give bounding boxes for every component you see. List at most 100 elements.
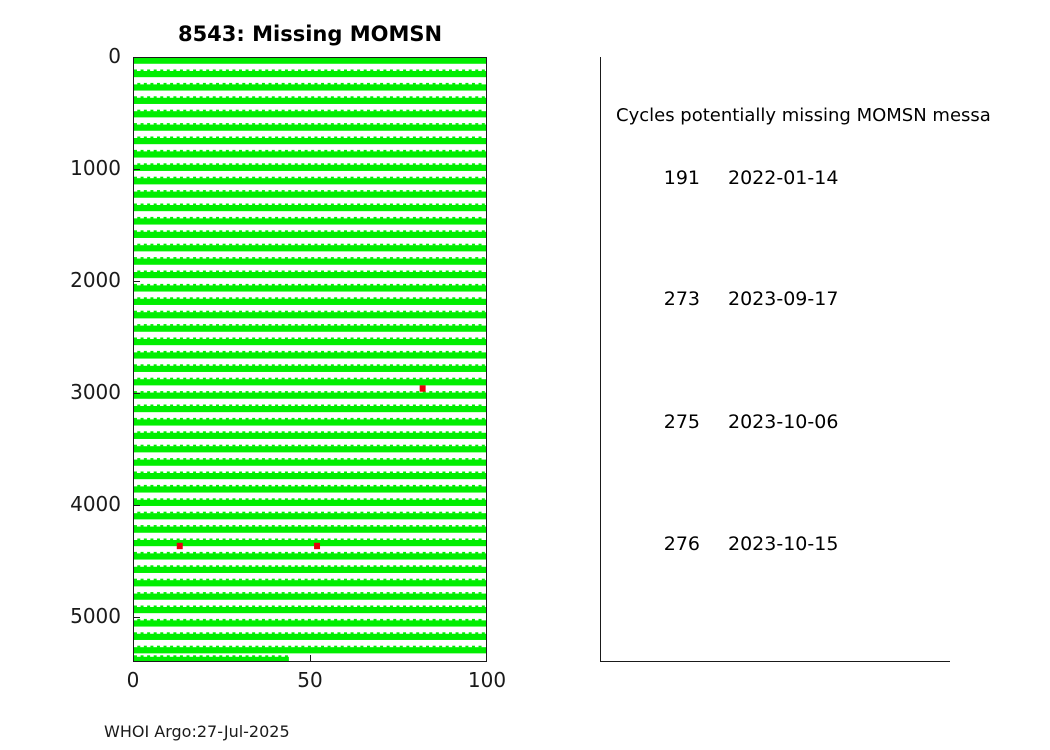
momsn-row-marker [419,136,423,139]
momsn-row-marker [271,283,275,286]
momsn-row-marker [153,525,157,527]
momsn-row-marker [324,444,328,447]
momsn-row-marker [475,417,479,420]
momsn-row-marker [137,270,141,273]
momsn-row-marker [209,350,213,353]
momsn-row-marker [261,82,265,85]
momsn-row-marker [403,498,407,500]
momsn-row-marker [176,243,180,246]
momsn-row-marker [196,297,200,299]
momsn-row-marker [248,458,252,460]
momsn-row-marker [255,270,259,273]
momsn-row-marker [360,163,364,165]
momsn-row-marker [314,565,318,567]
momsn-row-marker [291,444,295,447]
momsn-row-marker [373,243,377,246]
momsn-row-marker [147,391,151,393]
momsn-row-marker [170,458,174,460]
momsn-row-marker [156,297,160,299]
momsn-row-marker [206,337,210,340]
momsn-row-marker [363,417,367,420]
momsn-row-marker [314,592,318,594]
momsn-row-marker [363,578,367,581]
momsn-row-marker [455,578,459,581]
momsn-row-marker [239,578,242,581]
momsn-row-marker [376,176,380,179]
momsn-row-marker [386,270,390,273]
momsn-row-marker [183,592,187,594]
momsn-row-marker [298,391,302,393]
momsn-row-marker [347,297,351,299]
momsn-row-marker [350,176,354,179]
momsn-row-marker [134,176,137,179]
momsn-row-marker [242,645,246,648]
momsn-row-marker [235,350,239,353]
momsn-row-marker [176,350,180,353]
momsn-row-marker [403,364,407,366]
momsn-row-marker [186,391,190,393]
momsn-row-marker [317,471,321,474]
momsn-row-marker [449,283,452,286]
momsn-row-marker [419,565,423,567]
momsn-row-marker [206,655,210,657]
momsn-row-marker [153,230,157,232]
y-axis-tick [133,169,140,170]
momsn-row-marker [255,565,259,567]
momsn-row-marker [294,565,298,567]
momsn-row-marker [222,216,226,219]
momsn-row-bar [134,178,486,185]
momsn-row-marker [403,391,407,393]
momsn-row-marker [317,123,321,125]
momsn-row-bar [134,164,486,171]
momsn-row-marker [471,297,475,299]
momsn-row-marker [481,123,485,125]
momsn-row-marker [163,645,167,648]
momsn-row-marker [275,645,279,648]
momsn-row-bar [134,258,486,265]
momsn-row-marker [219,123,223,125]
momsn-row-marker [389,69,393,72]
momsn-row-marker [284,176,288,179]
momsn-row-marker [314,404,318,407]
momsn-row-marker [465,404,469,407]
momsn-row-marker [219,149,223,152]
momsn-row-marker [353,109,357,112]
momsn-row-marker [281,565,285,567]
momsn-row-marker [206,69,210,72]
momsn-row-marker [265,203,269,206]
momsn-row-marker [284,471,288,474]
momsn-row-marker [219,283,223,286]
momsn-row-marker [278,444,282,447]
momsn-row-marker [304,498,308,500]
momsn-row-marker [399,484,403,487]
momsn-row-marker [196,350,200,353]
momsn-row-marker [478,324,482,326]
momsn-row-marker [409,257,413,259]
momsn-row-bar [134,298,486,305]
momsn-row-marker [340,109,344,112]
momsn-row-marker [429,257,433,259]
momsn-row-marker [445,592,449,594]
momsn-row-marker [189,592,193,594]
momsn-row-marker [206,257,210,259]
momsn-row-marker [166,310,170,313]
momsn-row-marker [229,109,233,112]
momsn-row-marker [383,149,387,152]
momsn-row-marker [347,377,351,380]
momsn-row-marker [366,404,370,407]
momsn-row-marker [422,96,426,98]
momsn-row-marker [140,176,144,179]
momsn-row-marker [380,458,384,460]
momsn-row-marker [291,283,295,286]
momsn-row-marker [307,350,311,353]
momsn-row-marker [248,163,252,165]
momsn-row-marker [403,123,407,125]
momsn-row-marker [429,364,433,366]
momsn-row-marker [363,632,367,634]
momsn-row-marker [383,230,387,232]
momsn-row-marker [294,592,298,594]
momsn-row-marker [406,297,410,299]
momsn-row-marker [366,484,370,487]
momsn-row-marker [147,471,151,474]
momsn-row-marker [432,645,436,648]
